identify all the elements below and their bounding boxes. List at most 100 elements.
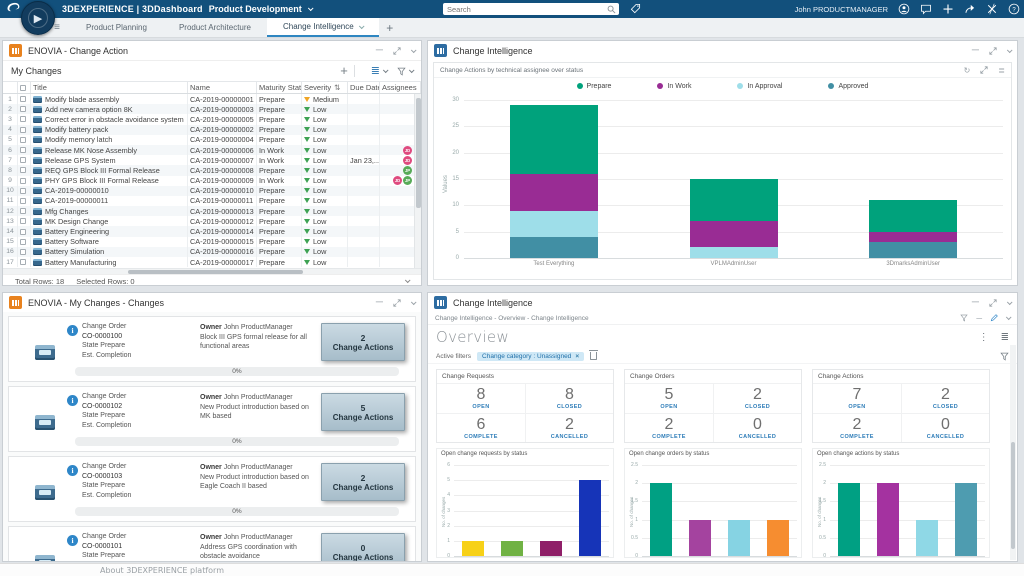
search-icon[interactable] [607, 5, 616, 14]
expand-icon[interactable] [393, 46, 401, 55]
checkbox-icon[interactable] [20, 96, 26, 103]
row-checkbox[interactable] [18, 206, 31, 217]
row-checkbox[interactable] [18, 226, 31, 237]
checkbox-icon[interactable] [20, 218, 26, 225]
stat-cell[interactable]: 6 Complete [437, 413, 525, 442]
stat-cell[interactable]: 2 Complete [625, 413, 713, 442]
checkbox-icon[interactable] [20, 228, 26, 235]
column-header-due-date[interactable]: Due Date [350, 82, 380, 93]
row-checkbox[interactable] [18, 216, 31, 227]
stat-cell[interactable]: 0 Cancelled [713, 413, 801, 442]
table-row[interactable]: 9 PHY GPS Block III Formal Release CA-2019… [3, 175, 421, 186]
expand-icon[interactable] [989, 46, 997, 55]
checkbox-icon[interactable] [20, 116, 26, 123]
column-header-maturity-state[interactable]: Maturity State [259, 82, 302, 93]
row-checkbox[interactable] [18, 104, 31, 115]
media-icon[interactable] [985, 3, 998, 16]
row-checkbox[interactable] [18, 134, 31, 145]
change-order-card[interactable]: i Change Order CO-0000100 State Prepare Est.… [8, 316, 416, 382]
edit-icon[interactable] [990, 314, 998, 322]
expand-icon[interactable] [393, 298, 401, 307]
user-name[interactable]: John PRODUCTMANAGER [794, 4, 888, 14]
table-row[interactable]: 11 CA-2019-00000011 CA-2019-00000011 Prepar… [3, 195, 421, 207]
checkbox-icon[interactable] [20, 136, 26, 143]
menu-icon[interactable]: ≡ [54, 22, 60, 33]
select-all-checkbox[interactable] [18, 82, 31, 93]
table-row[interactable]: 3 Correct error in obstacle avoidance sys… [3, 114, 421, 125]
change-actions-button[interactable]: 2 Change Actions [321, 323, 405, 361]
change-actions-button[interactable]: 0 Change Actions [321, 533, 405, 561]
horizontal-scrollbar[interactable] [3, 268, 421, 274]
row-checkbox[interactable] [18, 114, 31, 125]
checkbox-icon[interactable] [20, 238, 26, 245]
minimize-icon[interactable]: ─ [375, 44, 383, 56]
widget-menu-icon[interactable] [1006, 298, 1013, 305]
row-checkbox[interactable] [18, 94, 31, 105]
checkbox-icon[interactable] [20, 157, 26, 164]
row-checkbox[interactable] [18, 185, 31, 196]
legend-item-in-approval[interactable]: In Approval [737, 83, 782, 90]
search-input[interactable] [443, 4, 607, 14]
stat-cell[interactable]: 7 Open [813, 384, 901, 413]
row-checkbox[interactable] [18, 257, 31, 268]
change-order-card[interactable]: i Change Order CO-0000101 State Prepare Est.… [8, 526, 416, 561]
info-icon[interactable]: i [67, 535, 78, 546]
info-icon[interactable]: i [67, 465, 78, 476]
stat-cell[interactable]: 2 Cancelled [525, 413, 613, 442]
widget-menu-icon[interactable] [1006, 46, 1013, 53]
checkbox-icon[interactable] [20, 187, 26, 194]
tab-product-planning[interactable]: Product Planning [70, 18, 163, 37]
legend-item-in-work[interactable]: In Work [657, 83, 691, 90]
checkbox-icon[interactable] [20, 167, 26, 174]
funnel-icon[interactable] [1000, 352, 1009, 361]
chart-menu-icon[interactable]: ≣ [998, 65, 1005, 75]
legend-item-approved[interactable]: Approved [828, 83, 868, 90]
info-icon[interactable]: i [67, 325, 78, 336]
minimize-icon[interactable]: ─ [971, 44, 979, 56]
table-row[interactable]: 1 Modify blade assembly CA-2019-00000001 Pr… [3, 94, 421, 105]
vertical-scrollbar[interactable] [414, 94, 421, 268]
row-checkbox[interactable] [18, 246, 31, 257]
table-row[interactable]: 14 Battery Engineering CA-2019-00000014 Pre… [3, 226, 421, 237]
widget-menu-icon[interactable] [410, 46, 417, 53]
vertical-scrollbar[interactable] [1010, 345, 1016, 560]
row-checkbox[interactable] [18, 155, 31, 166]
row-checkbox[interactable] [18, 195, 31, 207]
clear-filters-icon[interactable] [589, 350, 599, 360]
expand-icon[interactable] [989, 298, 997, 307]
column-header-assignees[interactable]: Assignees [380, 82, 421, 93]
chat-icon[interactable] [919, 3, 932, 16]
dashboard-name[interactable]: Product Development [208, 4, 302, 14]
minimize-icon[interactable]: ─ [971, 296, 979, 308]
row-checkbox[interactable] [18, 165, 31, 176]
add-tab-button[interactable]: + [386, 20, 394, 35]
table-row[interactable]: 7 Release GPS System CA-2019-00000007 In Wo… [3, 155, 421, 166]
table-row[interactable]: 13 MK Design Change CA-2019-00000012 Prepar… [3, 216, 421, 227]
info-icon[interactable]: i [67, 395, 78, 406]
minimize-icon[interactable]: ─ [375, 296, 383, 308]
checkbox-icon[interactable] [20, 259, 26, 266]
checkbox-icon[interactable] [20, 106, 26, 113]
stat-cell[interactable]: 2 Complete [813, 413, 901, 442]
stat-cell[interactable]: 5 Open [625, 384, 713, 413]
checkbox-icon[interactable] [20, 126, 26, 133]
minimize-icon[interactable]: ─ [976, 313, 982, 323]
compass-icon[interactable]: ▶ [21, 1, 55, 35]
share-icon[interactable] [963, 3, 976, 16]
tag-icon[interactable] [630, 3, 641, 14]
checkbox-icon[interactable] [20, 197, 26, 204]
user-icon[interactable] [897, 3, 910, 16]
filter-chip[interactable]: Change category : Unassigned × [477, 351, 585, 361]
add-icon[interactable] [941, 3, 954, 16]
help-icon[interactable]: ? [1007, 3, 1020, 16]
menu-chevron-icon[interactable] [1005, 314, 1012, 321]
table-row[interactable]: 10 CA-2019-00000010 CA-2019-00000010 Prepar… [3, 185, 421, 196]
checkbox-icon[interactable] [20, 208, 26, 215]
table-row[interactable]: 16 Battery Simulation CA-2019-00000016 Prep… [3, 246, 421, 257]
chart-expand-icon[interactable] [980, 66, 988, 74]
dashboard-chevron-icon[interactable] [307, 5, 314, 12]
kebab-menu-icon[interactable]: ⋮ [978, 331, 989, 343]
stat-cell[interactable]: 8 Open [437, 384, 525, 413]
checkbox-icon[interactable] [20, 248, 26, 255]
table-row[interactable]: 12 Mfg Changes CA-2019-00000013 Prepare Low [3, 206, 421, 217]
